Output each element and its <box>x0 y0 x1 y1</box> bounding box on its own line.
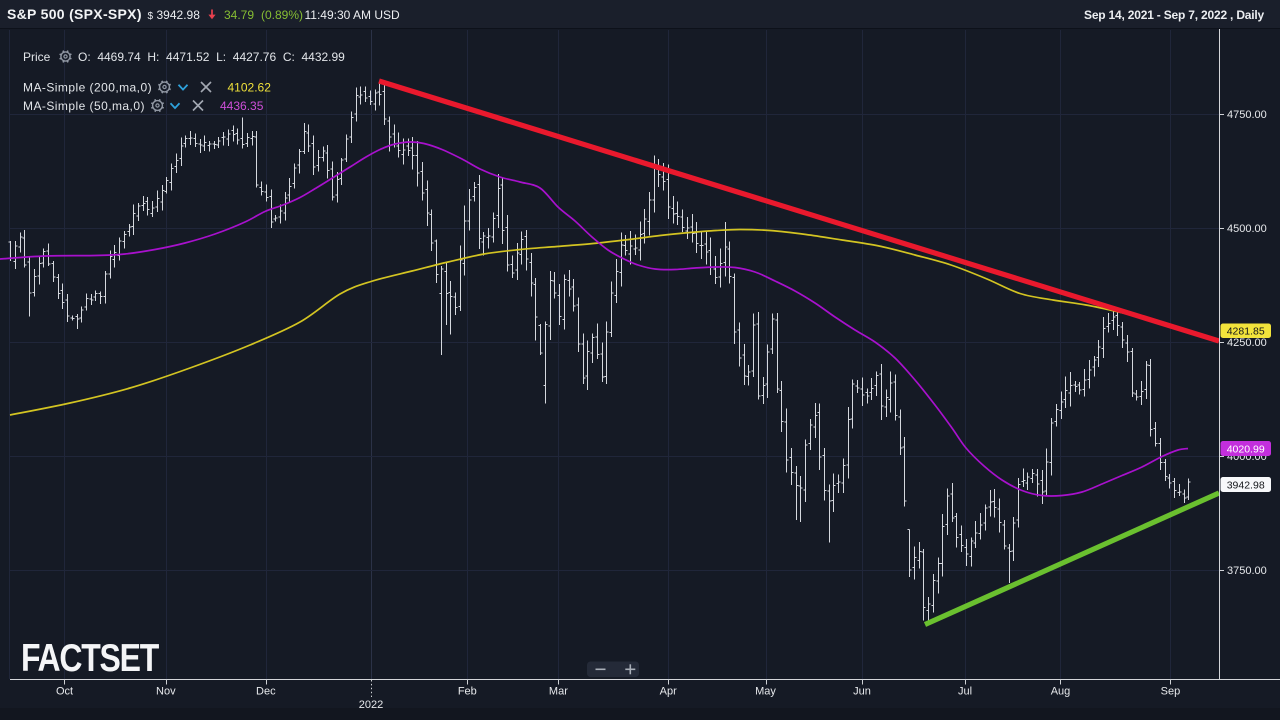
svg-text:4500.00: 4500.00 <box>1227 223 1267 235</box>
svg-text:MA-Simple (200,ma,0): MA-Simple (200,ma,0) <box>23 81 152 95</box>
svg-text:4281.85: 4281.85 <box>1227 326 1265 338</box>
svg-text:2022: 2022 <box>359 699 383 711</box>
svg-text:FACTSET: FACTSET <box>21 636 159 680</box>
svg-text:$: $ <box>148 11 154 22</box>
svg-text:May: May <box>755 686 776 698</box>
svg-text:Nov: Nov <box>156 686 176 698</box>
svg-text:3942.98: 3942.98 <box>1227 479 1265 491</box>
svg-text:Mar: Mar <box>549 686 568 698</box>
svg-text:(0.89%): (0.89%) <box>261 8 303 22</box>
svg-text:Price: Price <box>23 50 51 64</box>
svg-text:O: 4469.74 H: 4471.52 L:: O: 4469.74 H: 4471.52 L: 4427.76 C: 4432… <box>78 50 345 64</box>
svg-text:3750.00: 3750.00 <box>1227 565 1267 577</box>
svg-text:S&P 500 (SPX-SPX): S&P 500 (SPX-SPX) <box>7 6 142 22</box>
svg-text:11:49:30 AM USD: 11:49:30 AM USD <box>305 8 400 22</box>
svg-text:Jul: Jul <box>958 686 972 698</box>
svg-text:Oct: Oct <box>56 686 73 698</box>
svg-text:3942.98: 3942.98 <box>157 8 201 22</box>
svg-text:4020.99: 4020.99 <box>1227 443 1265 455</box>
svg-text:4102.62: 4102.62 <box>228 81 272 95</box>
svg-text:34.79: 34.79 <box>224 8 254 22</box>
svg-text:Aug: Aug <box>1051 686 1071 698</box>
svg-text:4250.00: 4250.00 <box>1227 337 1267 349</box>
svg-text:4436.35: 4436.35 <box>220 99 264 113</box>
svg-text:Feb: Feb <box>458 686 477 698</box>
svg-text:Dec: Dec <box>256 686 276 698</box>
svg-text:4750.00: 4750.00 <box>1227 109 1267 121</box>
svg-text:Jun: Jun <box>853 686 871 698</box>
svg-text:MA-Simple (50,ma,0): MA-Simple (50,ma,0) <box>23 99 145 113</box>
svg-text:Sep: Sep <box>1161 686 1181 698</box>
svg-text:Sep 14, 2021 - Sep 7, 2022 , D: Sep 14, 2021 - Sep 7, 2022 , Daily <box>1084 8 1265 22</box>
svg-text:Apr: Apr <box>660 686 677 698</box>
